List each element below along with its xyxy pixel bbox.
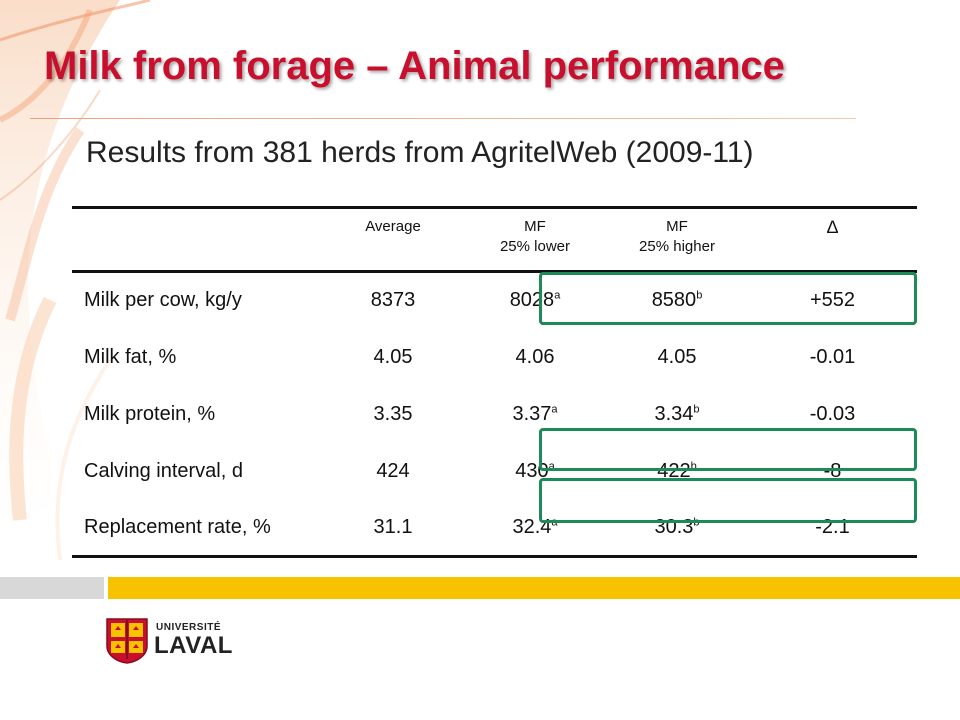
cell-superscript: a — [548, 459, 555, 472]
table-row: Milk fat, % 4.05 4.06 4.05 -0.01 — [72, 329, 917, 386]
cell-mf-lower: 8028a — [464, 272, 606, 329]
cell-value: 3.34 — [654, 402, 694, 425]
cell-delta: -0.01 — [809, 345, 856, 368]
universite-laval-logo: UNIVERSITÉ LAVAL — [106, 618, 232, 664]
cell-average: 31.1 — [322, 499, 464, 558]
performance-table: Average MF 25% lower MF 25% higher ∆ Mil… — [72, 206, 917, 558]
cell-superscript: a — [551, 402, 558, 415]
cell-average: 8373 — [370, 289, 416, 312]
highlight-box-replacement-rate — [539, 478, 917, 523]
cell-superscript: b — [693, 402, 700, 415]
table-row: Replacement rate, % 31.1 32.4a 30.3b -2.… — [72, 499, 917, 558]
cell-mf-lower: 4.06 — [464, 329, 606, 386]
cell-mf-higher: 8580b — [606, 272, 748, 329]
header-mf-higher-line2: 25% higher — [639, 238, 715, 255]
logo-text-laval: LAVAL — [154, 632, 233, 659]
cell-mf-higher: 3.34b — [606, 386, 748, 443]
highlight-box-milk-per-cow — [539, 272, 917, 325]
header-cell-delta: ∆ — [748, 206, 917, 273]
cell-mf-higher: 4.05 — [606, 329, 748, 386]
cell-delta: +552 — [809, 289, 856, 312]
header-mf-higher-line1: MF — [666, 218, 688, 235]
header-cell-average: Average — [322, 206, 464, 273]
cell-average: 4.05 — [373, 345, 413, 368]
cell-delta: -0.03 — [809, 402, 856, 425]
cell-average: 424 — [376, 459, 410, 482]
cell-superscript: b — [690, 459, 697, 472]
cell-superscript: a — [554, 289, 561, 302]
highlight-box-calving-interval — [539, 428, 917, 471]
cell-delta: -2.1 — [748, 499, 917, 558]
header-cell-mf-higher: MF 25% higher — [606, 206, 748, 273]
cell-value: 8028 — [509, 289, 555, 312]
row-label: Calving interval, d — [84, 459, 243, 482]
cell-value: 3.37 — [512, 402, 552, 425]
table-row: Milk protein, % 3.35 3.37a 3.34b -0.03 — [72, 386, 917, 443]
logo-text-universite: UNIVERSITÉ — [156, 622, 222, 633]
slide-subtitle: Results from 381 herds from AgritelWeb (… — [86, 136, 754, 169]
row-label: Milk fat, % — [84, 345, 177, 368]
header-average-line1: Average — [365, 218, 421, 235]
cell-average: 3.35 — [373, 402, 413, 425]
footer-bar-gold — [108, 577, 960, 599]
cell-value: 8580 — [651, 289, 697, 312]
cell-superscript: b — [696, 289, 703, 302]
slide-title: Milk from forage – Animal performance — [44, 44, 785, 88]
coat-of-arms-icon — [106, 618, 148, 664]
row-label: Milk per cow, kg/y — [84, 289, 242, 312]
header-cell-mf-lower: MF 25% lower — [464, 206, 606, 273]
footer-bar — [0, 577, 960, 599]
footer-bar-gray — [0, 577, 104, 599]
header-mf-lower-line2: 25% lower — [499, 238, 571, 255]
table-row: Milk per cow, kg/y 8373 8028a 8580b +552 — [72, 272, 917, 329]
table-header-row: Average MF 25% lower MF 25% higher ∆ — [72, 206, 917, 273]
cell-value: 4.06 — [515, 345, 555, 368]
cell-mf-lower: 3.37a — [464, 386, 606, 443]
header-cell-label — [72, 206, 322, 273]
row-label: Milk protein, % — [84, 402, 216, 425]
header-delta-symbol: ∆ — [826, 217, 838, 237]
row-label: Replacement rate, % — [72, 499, 322, 558]
title-divider — [30, 118, 856, 119]
header-mf-lower-line1: MF — [524, 218, 546, 235]
cell-value: 4.05 — [657, 345, 697, 368]
